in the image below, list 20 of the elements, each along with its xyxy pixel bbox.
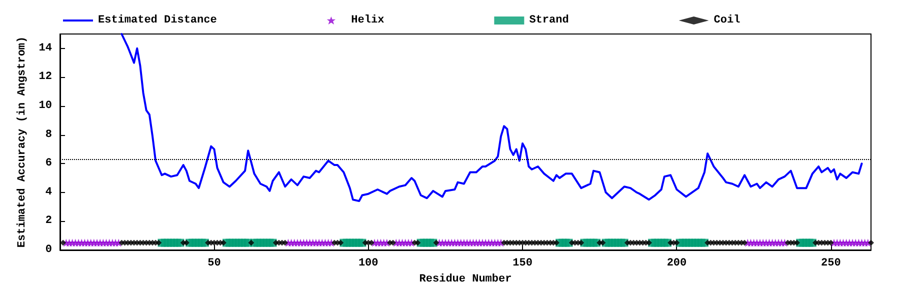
legend-label: Helix bbox=[351, 14, 385, 26]
legend-label: Estimated Distance bbox=[98, 14, 218, 26]
x-tick-label: 50 bbox=[208, 258, 221, 270]
y-axis-title: Estimated Accuracy (in Angstrom) bbox=[16, 36, 28, 248]
x-tick-label: 150 bbox=[512, 258, 532, 270]
y-tick-label: 6 bbox=[45, 158, 52, 170]
y-tick-label: 12 bbox=[38, 71, 52, 84]
x-tick-label: 250 bbox=[821, 258, 841, 270]
x-axis-title: Residue Number bbox=[419, 274, 512, 286]
x-tick-label: 200 bbox=[666, 258, 687, 270]
y-tick-label: 4 bbox=[45, 186, 52, 198]
y-tick-label: 14 bbox=[38, 42, 52, 54]
line-series bbox=[120, 33, 863, 202]
x-tick-label: 100 bbox=[358, 258, 378, 270]
legend-label: Coil bbox=[714, 14, 741, 26]
y-tick-label: 10 bbox=[38, 100, 52, 112]
y-tick-label: 0 bbox=[45, 244, 52, 256]
y-tick-label: 8 bbox=[45, 128, 52, 141]
y-tick-label: 2 bbox=[45, 215, 52, 228]
legend-label: Strand bbox=[529, 14, 569, 26]
